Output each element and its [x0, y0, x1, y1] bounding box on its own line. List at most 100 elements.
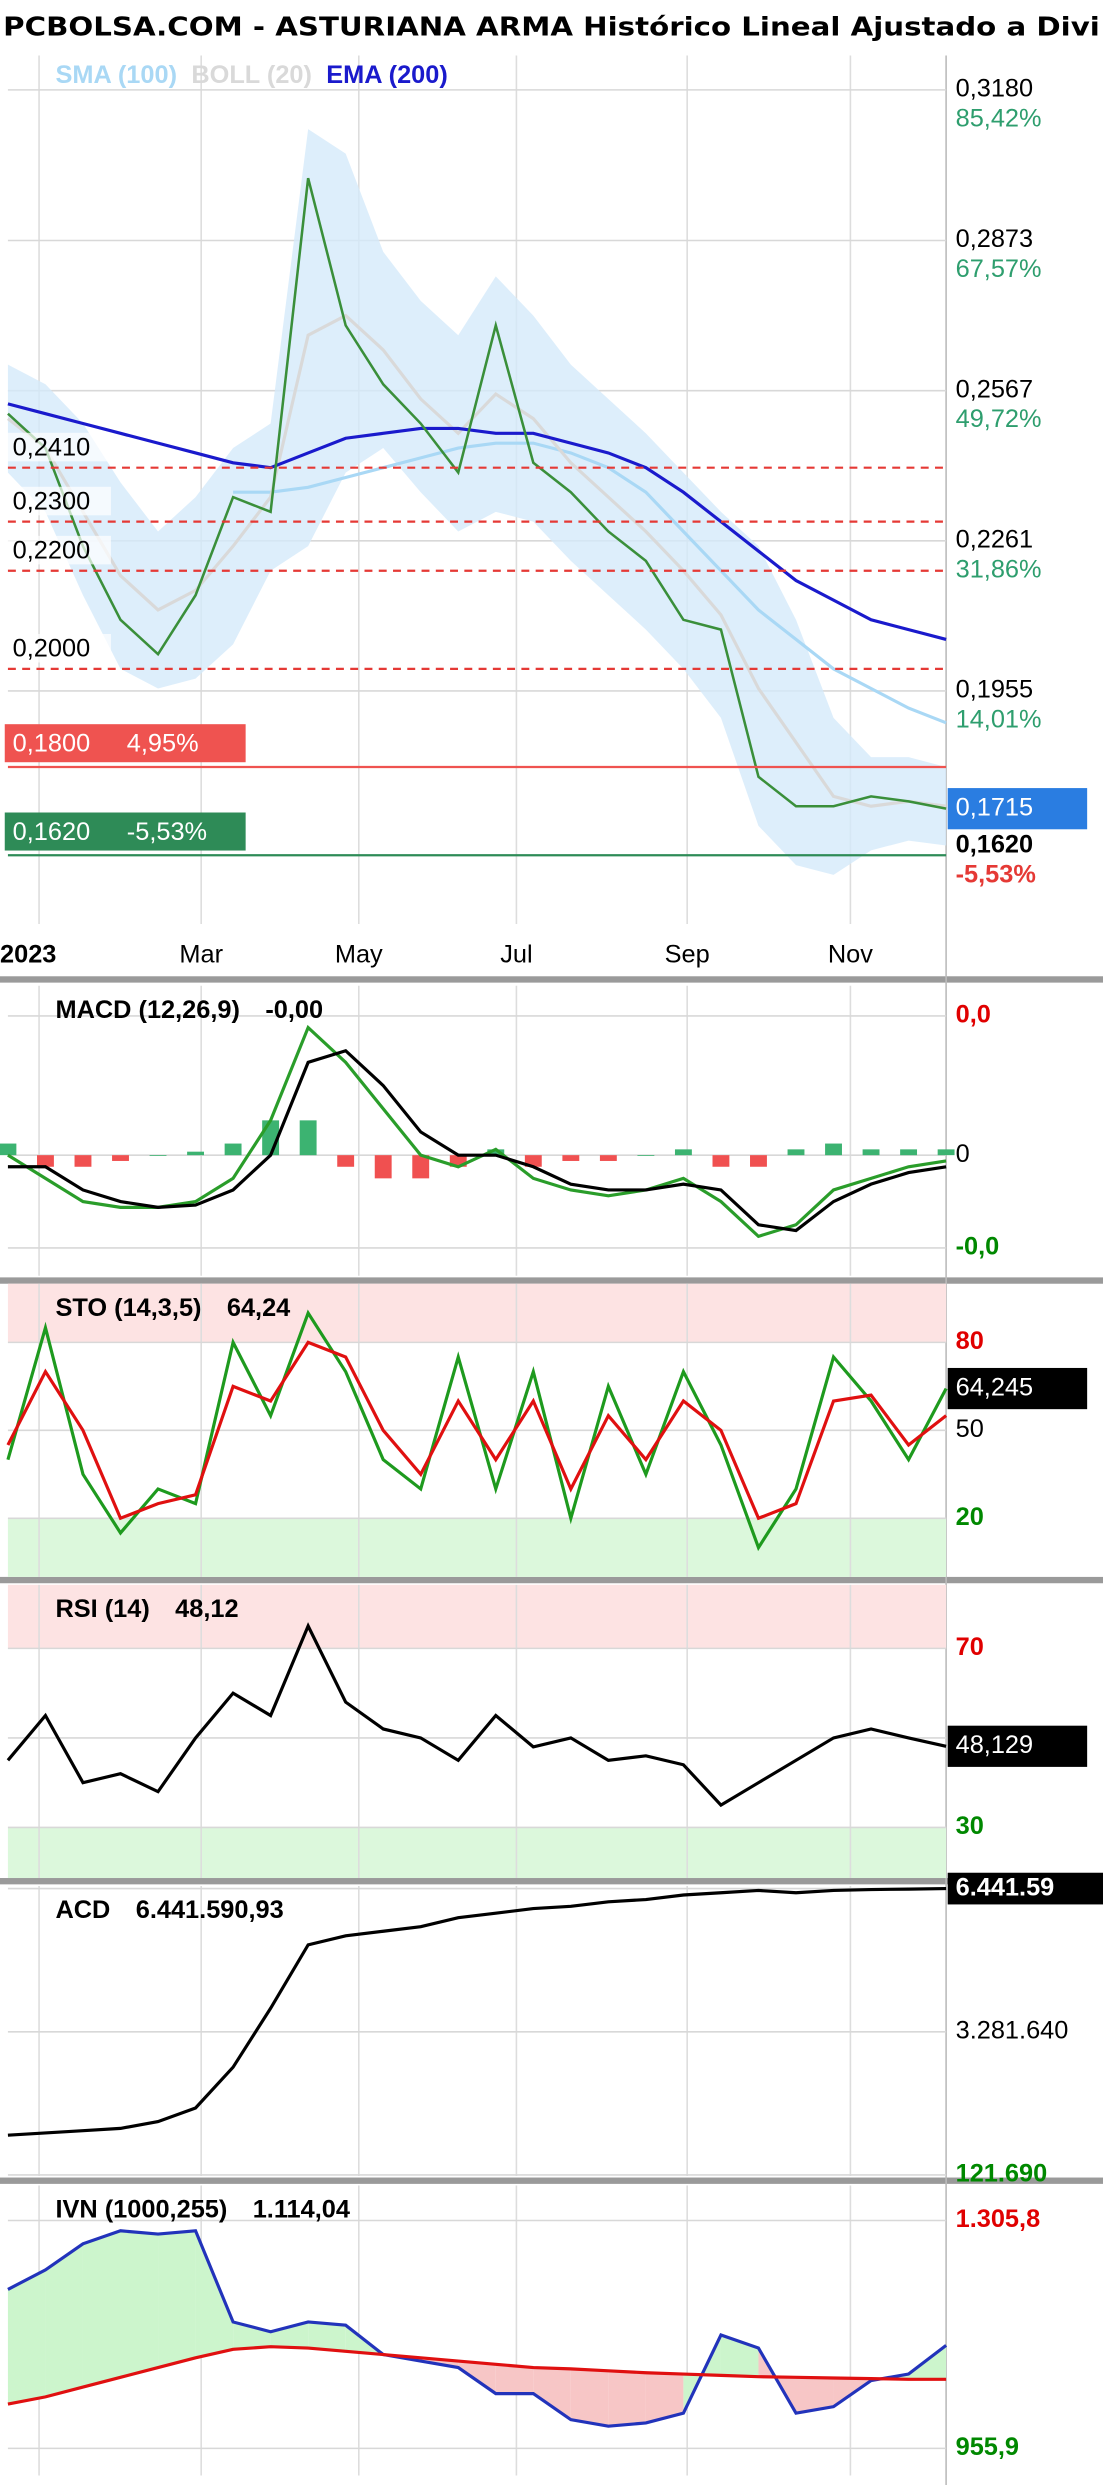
y-tick-label: 50: [956, 1415, 984, 1443]
histogram-bar: [524, 1155, 542, 1167]
y2-tick-label: 49,72%: [956, 405, 1042, 433]
tick-label-box: [947, 1872, 1103, 1905]
legend-entry: BOLL (20): [191, 61, 312, 89]
histogram-bar: [712, 1155, 730, 1167]
fill-between: [45, 2243, 83, 2397]
series-line: [6, 1340, 948, 1521]
fill-between: [270, 2321, 309, 2349]
histogram-bar: [562, 1155, 580, 1161]
level-change: 4,95%: [127, 729, 199, 757]
histogram-bar: [337, 1155, 355, 1167]
x-tick-label: May: [335, 940, 383, 968]
histogram-bar: [412, 1155, 430, 1179]
histogram-bar: [825, 1143, 842, 1156]
level-label-bg: [6, 486, 111, 516]
current-value-box: [947, 1367, 1088, 1410]
y-tick-label: 0,2567: [956, 375, 1034, 403]
fill-between: [645, 2372, 684, 2423]
y-tick-label: 6.441.59: [956, 1873, 1055, 1901]
level-box: [4, 812, 246, 851]
fill-between: [82, 2230, 121, 2388]
panel-separator: [0, 2177, 1103, 2184]
histogram-bar: [787, 1149, 805, 1156]
x-tick-label: Mar: [179, 940, 223, 968]
y2-tick-label: 14,01%: [956, 706, 1042, 734]
histogram-bar: [599, 1155, 617, 1161]
histogram-bar: [900, 1149, 918, 1156]
level-label: 0,1620: [13, 818, 91, 846]
histogram-bar: [449, 1155, 467, 1167]
chart-title: PCBOLSA.COM - ASTURIANA ARMA Histórico L…: [3, 12, 1100, 42]
histogram-bar: [299, 1120, 317, 1156]
y-tick-label: 955,9: [956, 2433, 1019, 2461]
fill-between: [7, 2269, 46, 2405]
y-tick-label: 121.690: [956, 2160, 1048, 2188]
histogram-bar: [112, 1155, 129, 1161]
panel-title-value: 6.441.590,93: [136, 1896, 284, 1924]
fill-between: [533, 2367, 571, 2420]
x-tick-label: Sep: [665, 940, 710, 968]
level-label-bg: [6, 633, 111, 663]
zone-band: [7, 1827, 947, 1879]
level-label: 0,2200: [13, 536, 91, 564]
fill-between: [233, 2321, 271, 2350]
panel-separator: [0, 1878, 1103, 1885]
x-tick-label: 2023: [0, 940, 56, 968]
series-line: [6, 1622, 947, 1808]
x-tick-label: Jul: [500, 940, 532, 968]
y-tick-label: 20: [956, 1503, 984, 1531]
panel-title-value: 48,12: [175, 1595, 238, 1623]
current-value-label: 0,1715: [956, 793, 1034, 821]
y-tick-label: 80: [956, 1327, 984, 1355]
histogram-bar: [149, 1155, 167, 1156]
level-label: 0,2000: [13, 635, 91, 663]
fill-between: [570, 2368, 609, 2427]
zone-band: [7, 1584, 947, 1649]
bollinger-band: [7, 129, 947, 875]
level-label: 0,2300: [13, 487, 91, 515]
histogram-bar: [862, 1149, 880, 1156]
y-tick-label: 0: [956, 1140, 970, 1168]
y2-tick-label: 67,57%: [956, 255, 1042, 283]
series-line: [233, 441, 947, 725]
y-tick-label: 0,0: [956, 1001, 991, 1029]
panel-title: STO (14,3,5): [55, 1294, 201, 1322]
panel-title-value: -0,00: [265, 996, 323, 1024]
current-value-label: 64,245: [956, 1373, 1034, 1401]
panel-separator: [0, 1277, 1103, 1284]
series-line: [7, 2229, 948, 2428]
fill-between: [195, 2230, 234, 2358]
histogram-bar: [187, 1151, 205, 1156]
fill-between: [608, 2370, 646, 2427]
panel-title-value: 64,24: [227, 1294, 290, 1322]
fill-between: [795, 2377, 834, 2414]
fill-between: [120, 2230, 159, 2378]
y-tick-label: -0,0: [956, 1233, 1000, 1261]
histogram-bar: [750, 1155, 767, 1167]
zone-band: [7, 1518, 947, 1577]
series-line: [7, 402, 947, 641]
panel-title: ACD: [55, 1896, 110, 1924]
level-label-bg: [6, 535, 111, 565]
y-tick-label: 0,3180: [956, 75, 1034, 103]
histogram-bar: [37, 1155, 54, 1167]
y2-tick-label: 31,86%: [956, 555, 1042, 583]
y-tick-label: 0,2261: [956, 525, 1034, 553]
histogram-bar: [637, 1155, 655, 1156]
level-label: 0,1800: [13, 729, 91, 757]
panel-title: MACD (12,26,9): [55, 996, 240, 1024]
current-value-label: 48,129: [956, 1731, 1034, 1759]
level-change: -5,53%: [127, 818, 207, 846]
series-line: [7, 2345, 947, 2406]
histogram-bar: [0, 1143, 17, 1156]
fill-between: [495, 2364, 534, 2394]
level-box: [4, 724, 246, 763]
y-tick-label: 70: [956, 1633, 984, 1661]
panel-title-value: 1.114,04: [253, 2196, 350, 2224]
title-bg: [0, 0, 1103, 54]
series-line: [7, 1887, 947, 2137]
histogram-bar: [224, 1143, 242, 1156]
histogram-bar: [674, 1149, 692, 1156]
